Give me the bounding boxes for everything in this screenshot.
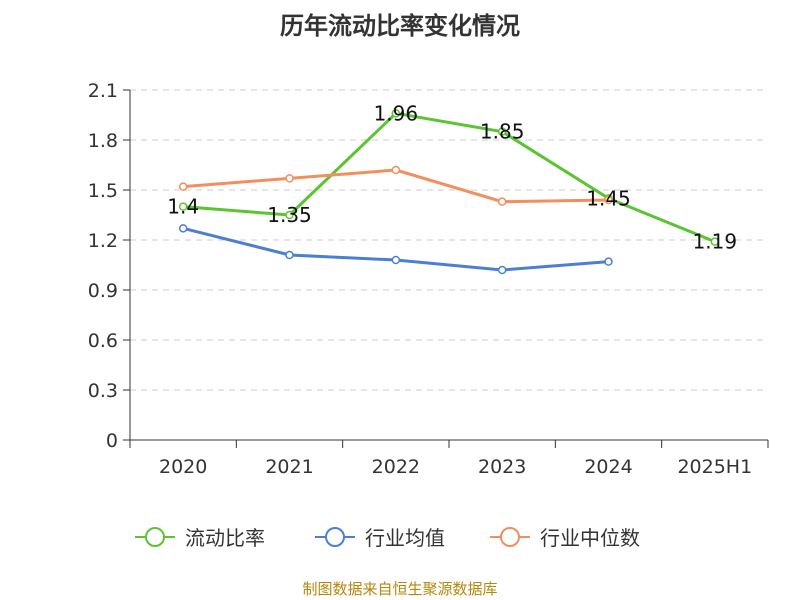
data-point <box>391 109 401 118</box>
data-point <box>604 195 613 205</box>
data-point <box>604 257 613 266</box>
legend: 流动比率 行业均值 行业中位数 <box>135 526 640 550</box>
source-note: 制图数据来自恒生聚源数据库 <box>302 580 498 598</box>
data-point <box>178 202 188 211</box>
y-tick-label: 0.3 <box>88 380 118 402</box>
series-lines <box>178 109 720 275</box>
data-point <box>391 165 401 175</box>
data-labels: 1.4 1.35 1.96 1.85 1.45 1.19 <box>167 101 737 253</box>
axes: 0 0.3 0.6 0.9 1.2 1.5 1.8 2.1 2020 2021 2022 2023 20… <box>88 80 769 478</box>
y-tick-label: 0 <box>106 430 118 452</box>
y-tick-label: 1.5 <box>88 180 118 202</box>
y-tick-label: 1.2 <box>88 230 118 252</box>
x-tick-label: 2021 <box>265 456 313 478</box>
chart-title: 历年流动比率变化情况 <box>280 12 520 40</box>
data-point <box>285 210 294 220</box>
data-label: 1.19 <box>693 230 738 254</box>
x-tick-label: 2022 <box>372 456 420 478</box>
data-point <box>710 237 720 246</box>
series-line <box>183 168 609 204</box>
y-tick-label: 1.8 <box>88 130 118 152</box>
x-tick-label: 2023 <box>478 456 526 478</box>
x-tick-label: 2020 <box>159 456 207 478</box>
data-point <box>178 182 188 191</box>
legend-swatch-marker <box>500 527 520 547</box>
data-label: 1.96 <box>374 101 419 125</box>
data-point <box>178 224 188 233</box>
x-tick-label: 2025H1 <box>677 456 752 478</box>
legend-swatch-marker <box>325 527 345 547</box>
x-tick-label: 2024 <box>584 456 632 478</box>
y-tick-label: 0.6 <box>88 330 118 352</box>
legend-label: 行业中位数 <box>540 526 640 550</box>
y-tick-label: 2.1 <box>88 80 118 102</box>
legend-label: 流动比率 <box>185 526 265 550</box>
legend-swatch-marker <box>145 527 165 547</box>
y-tick-label: 0.9 <box>88 280 118 302</box>
data-point <box>391 255 401 265</box>
data-point <box>285 250 294 260</box>
data-label: 1.35 <box>267 203 312 227</box>
data-point <box>497 127 507 136</box>
series-line <box>183 111 716 244</box>
data-label: 1.85 <box>480 120 525 144</box>
data-label: 1.45 <box>586 186 631 210</box>
data-label: 1.4 <box>167 195 199 219</box>
data-point <box>497 265 507 275</box>
legend-label: 行业均值 <box>365 526 445 550</box>
data-point <box>497 197 507 206</box>
grid-lines <box>130 89 768 391</box>
data-point <box>285 174 294 183</box>
